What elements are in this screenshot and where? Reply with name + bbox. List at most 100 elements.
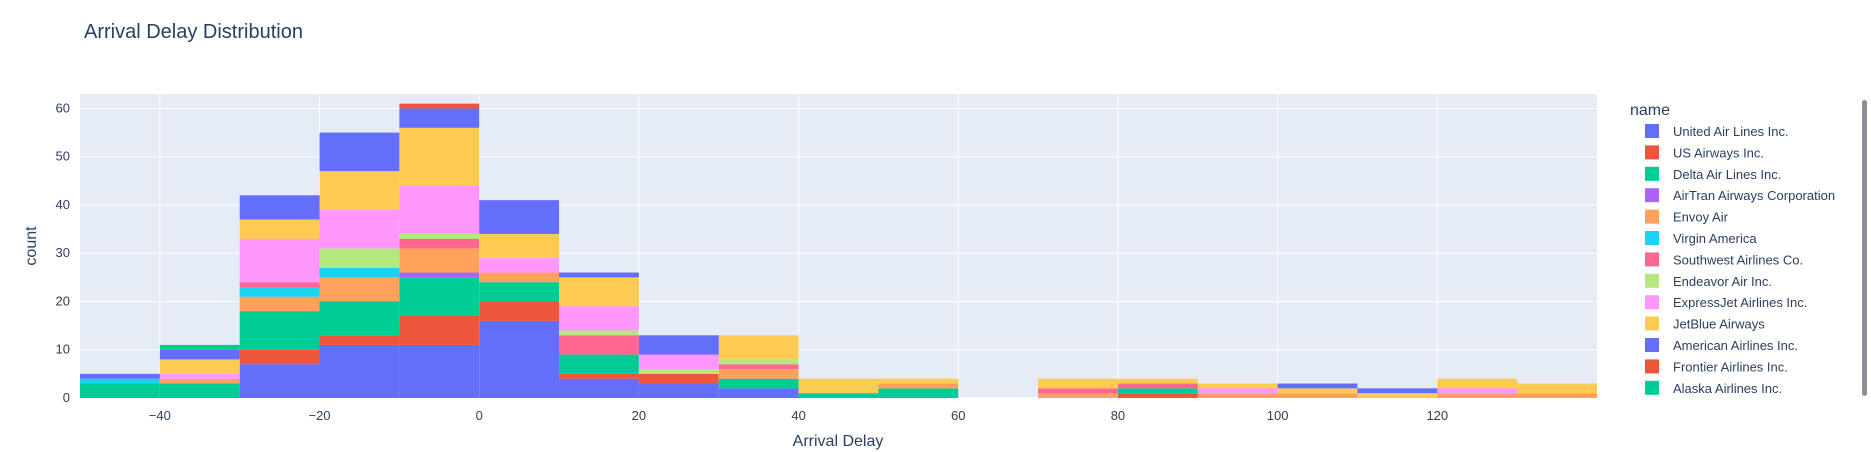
bar-segment[interactable] bbox=[718, 335, 799, 360]
bar-segment[interactable] bbox=[239, 364, 320, 398]
bar-segment[interactable] bbox=[319, 344, 400, 398]
bar-segment[interactable] bbox=[718, 359, 799, 365]
bar-segment[interactable] bbox=[1117, 393, 1198, 398]
bar-segment[interactable] bbox=[399, 238, 480, 249]
bar-segment[interactable] bbox=[1277, 393, 1358, 398]
bar-segment[interactable] bbox=[239, 282, 320, 288]
bar-segment[interactable] bbox=[1038, 388, 1118, 394]
bar-segment[interactable] bbox=[1517, 383, 1597, 394]
bar-segment[interactable] bbox=[399, 315, 480, 345]
legend-scrollbar[interactable] bbox=[1862, 100, 1867, 396]
bar-segment[interactable] bbox=[1197, 388, 1278, 394]
bar-segment[interactable] bbox=[559, 378, 639, 398]
legend-item[interactable]: ExpressJet Airlines Inc. bbox=[1645, 295, 1807, 310]
bar-segment[interactable] bbox=[559, 306, 639, 331]
bar-segment[interactable] bbox=[80, 383, 160, 398]
bar-segment[interactable] bbox=[319, 132, 400, 172]
bar-segment[interactable] bbox=[718, 378, 799, 389]
legend-item[interactable]: Endeavor Air Inc. bbox=[1645, 273, 1772, 289]
bar-segment[interactable] bbox=[559, 272, 639, 278]
bar-segment[interactable] bbox=[239, 296, 320, 312]
bar-segment[interactable] bbox=[479, 233, 560, 259]
bar-segment[interactable] bbox=[559, 373, 639, 379]
bar-segment[interactable] bbox=[479, 301, 560, 321]
bar-segment[interactable] bbox=[718, 369, 799, 379]
bar-segment[interactable] bbox=[479, 200, 560, 234]
bar-segment[interactable] bbox=[239, 349, 320, 365]
bar-segment[interactable] bbox=[239, 287, 320, 297]
bar-segment[interactable] bbox=[319, 277, 400, 302]
bar-segment[interactable] bbox=[638, 373, 719, 384]
bar-segment[interactable] bbox=[1038, 378, 1118, 389]
legend-item[interactable]: United Air Lines Inc. bbox=[1645, 124, 1789, 139]
bar-segment[interactable] bbox=[798, 393, 879, 398]
bar-segment[interactable] bbox=[1437, 393, 1518, 398]
bar-segment[interactable] bbox=[638, 369, 719, 374]
bar-segment[interactable] bbox=[479, 282, 560, 302]
bar-segment[interactable] bbox=[239, 219, 320, 239]
bar-segment[interactable] bbox=[239, 311, 320, 350]
bar-segment[interactable] bbox=[319, 335, 400, 345]
bar-segment[interactable] bbox=[319, 248, 400, 268]
bar-segment[interactable] bbox=[159, 344, 240, 350]
bar-segment[interactable] bbox=[559, 335, 639, 355]
bar-segment[interactable] bbox=[399, 272, 480, 278]
bar-segment[interactable] bbox=[319, 301, 400, 336]
bar-segment[interactable] bbox=[1277, 388, 1358, 394]
bar-segment[interactable] bbox=[638, 354, 719, 370]
bar-segment[interactable] bbox=[559, 354, 639, 374]
bar-segment[interactable] bbox=[1357, 388, 1438, 394]
bar-segment[interactable] bbox=[1197, 383, 1278, 389]
bar-segment[interactable] bbox=[1197, 393, 1278, 398]
bar-segment[interactable] bbox=[399, 248, 480, 273]
legend-item[interactable]: US Airways Inc. bbox=[1645, 145, 1764, 160]
bar-segment[interactable] bbox=[319, 209, 400, 249]
bar-segment[interactable] bbox=[399, 233, 480, 239]
legend-item[interactable]: Frontier Airlines Inc. bbox=[1645, 359, 1788, 374]
bar-segment[interactable] bbox=[399, 127, 480, 186]
legend-item[interactable]: Virgin America bbox=[1645, 231, 1757, 246]
bar-segment[interactable] bbox=[559, 330, 639, 336]
bar-segment[interactable] bbox=[399, 277, 480, 316]
bar-segment[interactable] bbox=[878, 388, 959, 398]
bar-segment[interactable] bbox=[399, 103, 480, 109]
bar-segment[interactable] bbox=[1517, 393, 1597, 398]
bar-segment[interactable] bbox=[239, 238, 320, 283]
bar-segment[interactable] bbox=[1437, 388, 1518, 394]
legend-item[interactable]: Southwest Airlines Co. bbox=[1645, 252, 1803, 267]
bar-segment[interactable] bbox=[80, 373, 160, 379]
bar-segment[interactable] bbox=[798, 378, 879, 394]
bar-segment[interactable] bbox=[80, 378, 160, 384]
bar-segment[interactable] bbox=[319, 267, 400, 278]
bar-segment[interactable] bbox=[159, 378, 240, 384]
bar-segment[interactable] bbox=[1038, 393, 1118, 398]
bar-segment[interactable] bbox=[878, 378, 959, 384]
bar-segment[interactable] bbox=[479, 258, 560, 273]
bar-segment[interactable] bbox=[399, 344, 480, 398]
bar-segment[interactable] bbox=[1117, 378, 1198, 384]
bar-segment[interactable] bbox=[559, 277, 639, 307]
bar-segment[interactable] bbox=[399, 108, 480, 128]
bar-segment[interactable] bbox=[638, 383, 719, 398]
bar-segment[interactable] bbox=[159, 359, 240, 374]
bar-segment[interactable] bbox=[159, 373, 240, 379]
bar-segment[interactable] bbox=[159, 349, 240, 360]
bar-segment[interactable] bbox=[878, 383, 959, 389]
bar-segment[interactable] bbox=[1437, 378, 1518, 389]
legend-item[interactable]: JetBlue Airways bbox=[1645, 316, 1765, 332]
legend-item[interactable]: Alaska Airlines Inc. bbox=[1645, 380, 1782, 396]
bar-segment[interactable] bbox=[1117, 383, 1198, 389]
bar-segment[interactable] bbox=[319, 171, 400, 210]
bar-segment[interactable] bbox=[399, 185, 480, 234]
bar-segment[interactable] bbox=[159, 383, 240, 398]
bar-segment[interactable] bbox=[638, 335, 719, 355]
legend-item[interactable]: Envoy Air bbox=[1645, 209, 1729, 225]
legend-item[interactable]: American Airlines Inc. bbox=[1645, 338, 1798, 353]
bar-segment[interactable] bbox=[1357, 393, 1438, 398]
legend-item[interactable]: Delta Air Lines Inc. bbox=[1645, 166, 1781, 182]
bar-segment[interactable] bbox=[718, 364, 799, 370]
bar-segment[interactable] bbox=[718, 388, 799, 398]
bar-segment[interactable] bbox=[239, 195, 320, 220]
bar-segment[interactable] bbox=[479, 272, 560, 283]
bar-segment[interactable] bbox=[1117, 388, 1198, 394]
